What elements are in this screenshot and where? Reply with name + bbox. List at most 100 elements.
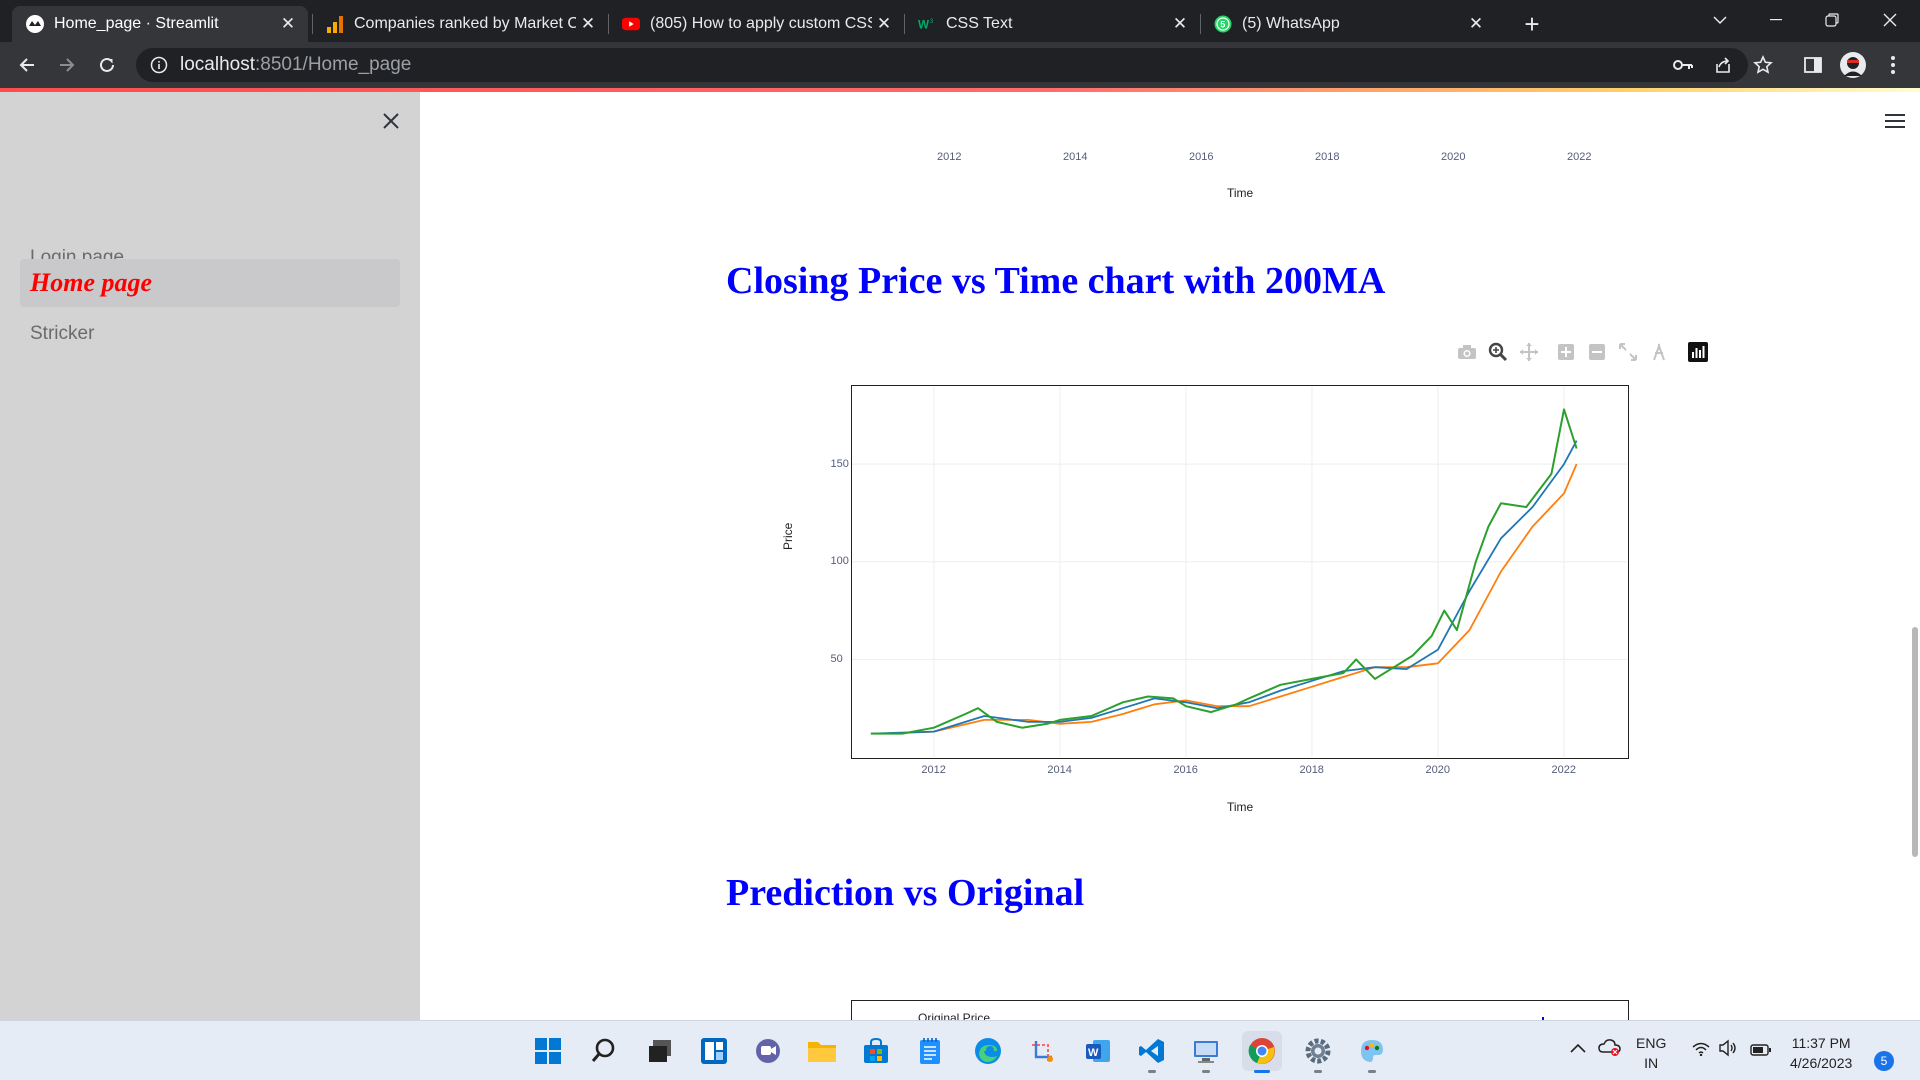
info-icon[interactable] [150, 56, 168, 74]
language-indicator[interactable]: ENG IN [1636, 1033, 1666, 1073]
bar-chart-icon [326, 15, 344, 33]
tab-title: (805) How to apply custom CSS s [650, 15, 872, 32]
sidebar-item-label: Stricker [30, 323, 95, 344]
new-tab-button[interactable]: + [1524, 8, 1540, 39]
whatsapp-icon: 5 [1214, 15, 1232, 33]
microsoft-store-icon[interactable] [856, 1031, 896, 1071]
wifi-icon[interactable] [1692, 1041, 1710, 1061]
section-heading-prediction: Prediction vs Original [726, 872, 1085, 914]
star-icon[interactable] [1748, 50, 1778, 80]
reload-button[interactable] [90, 48, 124, 82]
close-window-icon[interactable] [1862, 0, 1918, 40]
x-tick-label: 2016 [1173, 763, 1198, 776]
chevron-up-icon[interactable] [1570, 1039, 1586, 1059]
side-panel-icon[interactable] [1798, 50, 1828, 80]
x-tick-label: 2012 [937, 151, 962, 163]
edge-icon[interactable] [968, 1031, 1008, 1071]
share-icon[interactable] [1708, 50, 1738, 80]
y-axis-title: Price [781, 522, 795, 550]
main-menu-button[interactable] [1880, 106, 1910, 136]
series-line-ma100 [870, 440, 1578, 735]
arrow-right-icon [60, 58, 75, 72]
clock[interactable]: 11:37 PM 4/26/2023 [1790, 1033, 1852, 1073]
svg-text:5: 5 [1220, 20, 1225, 30]
key-icon[interactable] [1668, 50, 1698, 80]
x-tick-label: 2022 [1567, 151, 1592, 163]
sidebar-item-home-page[interactable]: Home page [20, 259, 400, 307]
tab-title: CSS Text [946, 15, 1013, 32]
remote-desktop-icon[interactable] [1186, 1031, 1226, 1073]
onedrive-icon[interactable] [1598, 1037, 1622, 1062]
zoom-icon[interactable] [1485, 339, 1511, 365]
minimize-icon[interactable] [1748, 0, 1804, 40]
x-tick-label: 2018 [1299, 763, 1324, 776]
chrome-icon[interactable] [1242, 1031, 1282, 1073]
prediction-chart-plot-area[interactable]: Original Price [851, 1000, 1629, 1020]
x-tick-label: 2016 [1189, 151, 1214, 163]
page-loading-bar [0, 88, 1920, 92]
tab-whatsapp[interactable]: 5 (5) WhatsApp ✕ [1200, 6, 1496, 42]
clock-date: 4/26/2023 [1790, 1055, 1853, 1071]
snipping-tool-icon[interactable] [1022, 1031, 1062, 1071]
task-view-icon[interactable] [640, 1031, 680, 1071]
address-bar[interactable]: localhost:8501/Home_page [136, 48, 1748, 82]
paint-icon[interactable] [1352, 1031, 1392, 1073]
scrollbar[interactable] [1912, 627, 1918, 857]
closing-price-chart [852, 386, 1627, 757]
autoscale-icon[interactable] [1615, 339, 1641, 365]
volume-icon[interactable] [1718, 1039, 1738, 1062]
file-explorer-icon[interactable] [802, 1031, 842, 1071]
close-icon[interactable]: ✕ [580, 14, 596, 33]
sidebar: Login page Home page Stricker [0, 92, 420, 1020]
tab-home-page[interactable]: Home_page · Streamlit ✕ [12, 6, 308, 42]
x-tick-label: 2020 [1441, 151, 1466, 163]
legend-line-icon [864, 1013, 904, 1020]
settings-icon[interactable] [1298, 1031, 1338, 1073]
tab-search-icon[interactable] [1692, 0, 1748, 40]
back-button[interactable] [10, 48, 44, 82]
close-icon[interactable]: ✕ [1468, 14, 1484, 33]
teams-chat-icon[interactable] [748, 1031, 788, 1071]
x-tick-label: 2014 [1047, 763, 1072, 776]
notepad-icon[interactable] [910, 1031, 950, 1071]
close-icon[interactable]: ✕ [1172, 14, 1188, 33]
svg-text:W: W [1088, 1047, 1099, 1059]
language-label: ENG [1636, 1035, 1667, 1051]
reload-icon [100, 57, 114, 72]
plotly-logo-icon[interactable] [1685, 339, 1711, 365]
browser-tab-strip: Home_page · Streamlit ✕ Companies ranked… [0, 0, 1920, 42]
camera-icon[interactable] [1454, 339, 1480, 365]
x-tick-label: 2014 [1063, 151, 1088, 163]
x-axis-title: Time [1227, 800, 1254, 814]
restore-icon[interactable] [1804, 0, 1860, 40]
sidebar-item-stricker[interactable]: Stricker [20, 310, 400, 358]
tab-companies-ranked[interactable]: Companies ranked by Market Cap ✕ [312, 6, 608, 42]
streamlit-icon [26, 15, 44, 33]
forward-button[interactable] [50, 48, 84, 82]
more-vert-icon[interactable] [1878, 50, 1908, 80]
clock-time: 11:37 PM [1791, 1035, 1851, 1051]
pan-icon[interactable] [1516, 339, 1542, 365]
search-icon[interactable] [584, 1031, 624, 1071]
series-line-close [870, 408, 1578, 735]
close-icon[interactable]: ✕ [876, 14, 892, 33]
zoom-out-icon[interactable] [1584, 339, 1610, 365]
tab-youtube-css[interactable]: (805) How to apply custom CSS s ✕ [608, 6, 904, 42]
battery-icon[interactable] [1750, 1041, 1772, 1061]
x-axis-title: Time [1227, 186, 1254, 200]
close-sidebar-button[interactable] [376, 106, 406, 136]
reset-axes-icon[interactable] [1646, 339, 1672, 365]
word-icon[interactable]: W [1078, 1031, 1118, 1071]
closing-price-chart-plot-area[interactable] [851, 385, 1629, 759]
zoom-in-icon[interactable] [1553, 339, 1579, 365]
sidebar-item-label: Home page [30, 268, 153, 297]
url-text: localhost:8501/Home_page [180, 54, 412, 75]
profile-avatar[interactable] [1838, 50, 1868, 80]
close-icon[interactable]: ✕ [280, 14, 296, 33]
notification-badge[interactable]: 5 [1874, 1051, 1894, 1071]
widgets-icon[interactable] [694, 1031, 734, 1071]
vscode-icon[interactable] [1132, 1031, 1172, 1073]
windows-start-icon[interactable] [528, 1031, 568, 1071]
